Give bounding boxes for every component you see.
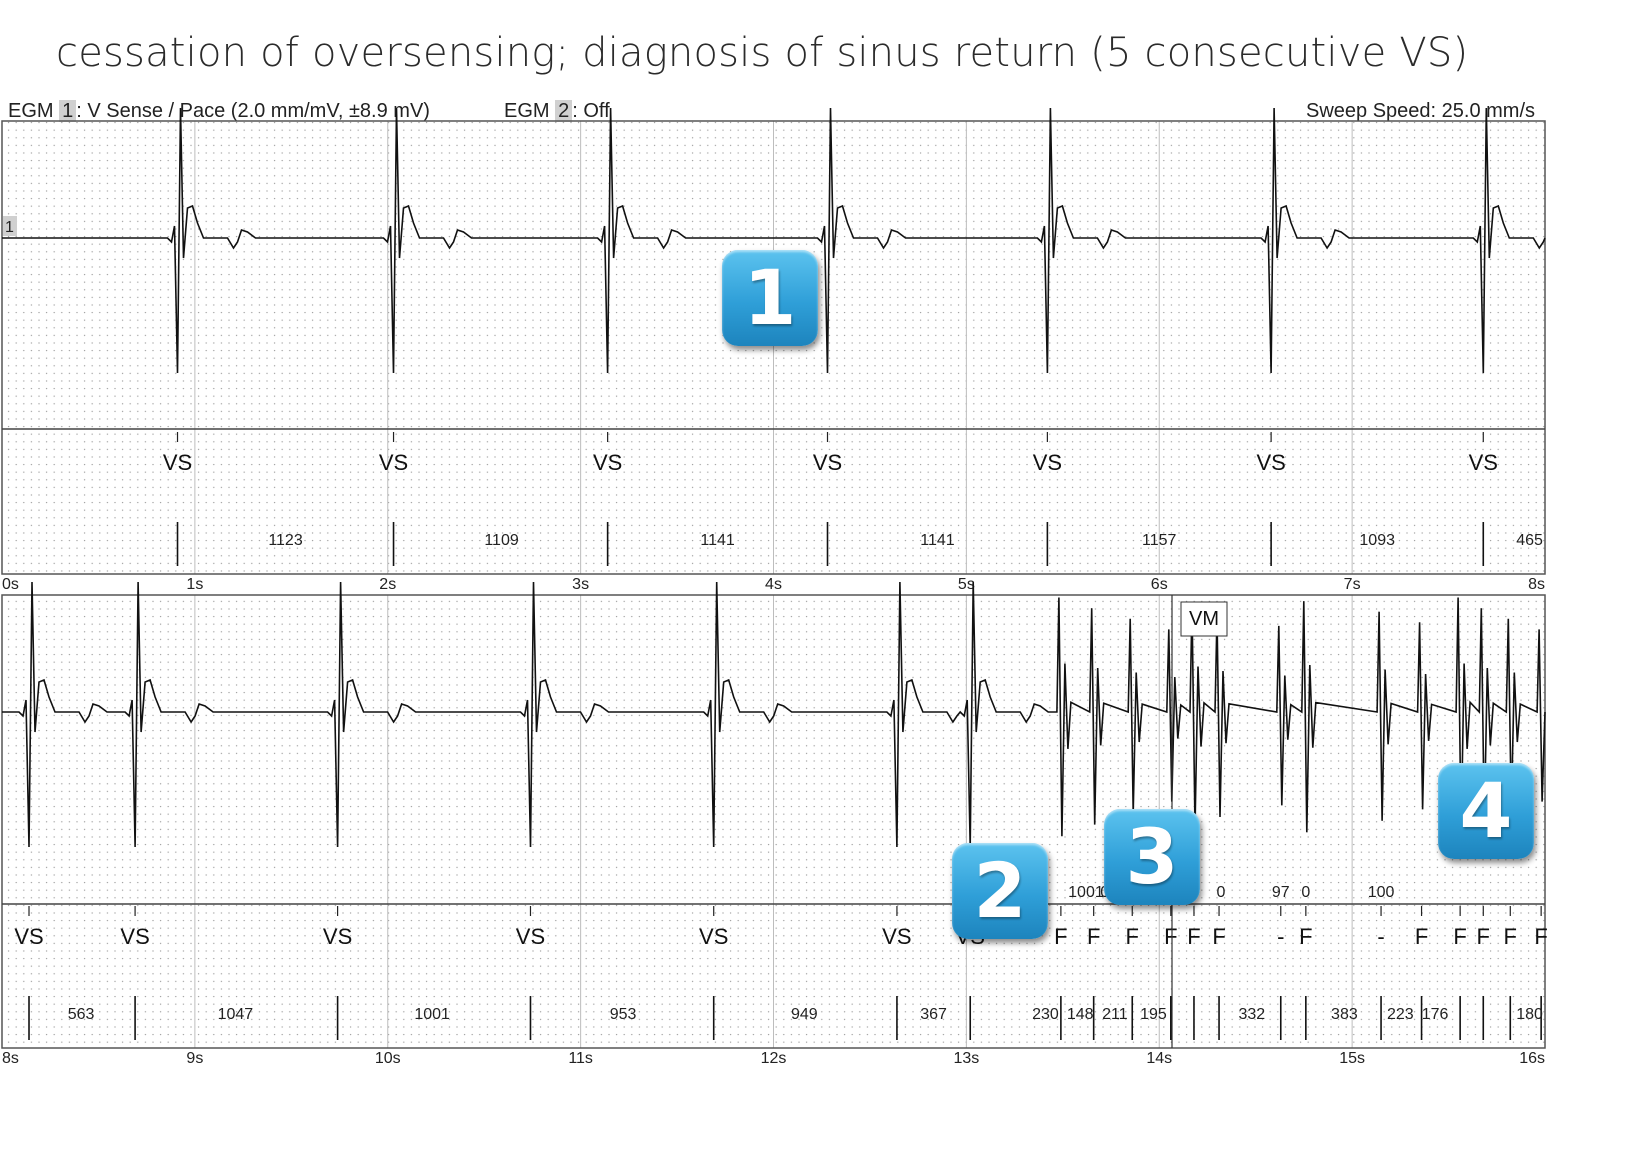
time-tick-label: 3s [572,576,589,593]
interval-value: 211 [1102,1006,1128,1023]
interval-value: 383 [1331,1006,1358,1023]
channel-label: 1 [5,219,14,236]
time-tick-label: 16s [1519,1050,1545,1067]
egm1-description: : V Sense / Pace (2.0 mm/mV, ±8.9 mV) [76,100,430,122]
annotation-label: VM [1189,608,1219,630]
upper-value-label: 100 [1368,884,1395,901]
channel-label-box [3,216,17,236]
event-marker-label: VS [516,924,545,949]
time-tick-label: 15s [1339,1050,1365,1067]
event-marker-label: VS [593,450,622,475]
interval-value: 1157 [1142,532,1177,549]
interval-value: 949 [791,1006,818,1023]
time-tick-label: 10s [375,1050,401,1067]
callout-marker-2: 2 [952,843,1048,939]
event-marker-label: VS [14,924,43,949]
time-tick-label: 11s [568,1050,593,1067]
event-marker-label: F [1477,924,1490,949]
event-marker-label: F [1054,924,1067,949]
egm-waveform-trace [2,107,1546,374]
event-marker-label: F [1299,924,1312,949]
time-tick-label: 9s [186,1050,203,1067]
egm1-prefix: EGM [8,100,54,122]
event-marker-label: VS [1033,450,1062,475]
event-marker-label: VS [813,450,842,475]
interval-value: 367 [920,1006,947,1023]
interval-value: 180 [1516,1006,1543,1023]
time-tick-label: 1s [186,576,203,593]
event-marker-label: F [1415,924,1428,949]
interval-value: 1001 [414,1006,450,1023]
time-tick-label: 2s [379,576,396,593]
interval-value: 1047 [218,1006,254,1023]
event-marker-label: F [1087,924,1100,949]
event-marker-label: F [1126,924,1139,949]
time-tick-label: 4s [765,576,782,593]
interval-value: 1141 [700,532,735,549]
strip-frame [1,120,1546,575]
interval-value: 223 [1387,1006,1414,1023]
event-marker-label: VS [163,450,192,475]
egm2-prefix: EGM [504,100,550,122]
time-tick-label: 5s [958,576,975,593]
event-marker-label: F [1187,924,1200,949]
event-marker-label: F [1212,924,1225,949]
event-marker-label: VS [699,924,728,949]
event-marker-label: F [1504,924,1517,949]
upper-value-label: 0 [1217,884,1226,901]
callout-marker-3: 3 [1104,809,1200,905]
interval-value: 176 [1422,1006,1449,1023]
event-marker-label: - [1277,924,1284,949]
interval-value: 953 [610,1006,637,1023]
time-tick-label: 7s [1344,576,1361,593]
event-marker-label: F [1164,924,1177,949]
annotation-box [1180,601,1228,637]
interval-value: 1109 [484,532,519,549]
event-marker-label: - [1377,924,1384,949]
time-tick-label: 6s [1151,576,1168,593]
event-marker-label: F [1534,924,1547,949]
time-tick-label: 8s [2,1050,19,1067]
egm2-header: EGM 2: Off [504,100,610,123]
interval-value: 148 [1067,1006,1094,1023]
egm1-header: EGM 1: V Sense / Pace (2.0 mm/mV, ±8.9 m… [8,100,430,123]
egm2-description: : Off [572,100,610,122]
interval-value: 563 [68,1006,95,1023]
interval-value: 332 [1238,1006,1265,1023]
callout-marker-1: 1 [722,250,818,346]
strip-frame [1,594,1546,1049]
egm-strip-bottom: 8s9s10s11s12s13s14s15s16sVSVSVSVSVSVSVSF… [1,581,1548,1067]
upper-value-label: 0 [1301,884,1310,901]
event-marker-label: VS [323,924,352,949]
event-marker-label: VS [379,450,408,475]
event-marker-label: F [1453,924,1466,949]
callout-marker-4: 4 [1438,763,1534,859]
time-tick-label: 12s [761,1050,787,1067]
interval-value: 1123 [268,532,303,549]
interval-value: 195 [1140,1006,1167,1023]
interval-value: 1141 [920,532,955,549]
sweep-speed-label: Sweep Speed: 25.0 mm/s [1306,100,1536,122]
event-marker-label: VS [120,924,149,949]
interval-value: 465 [1516,532,1543,549]
time-tick-label: 14s [1146,1050,1172,1067]
upper-value-label: 1001 [1068,884,1104,901]
event-marker-label: VS [1469,450,1498,475]
egm2-number-badge: 2 [555,100,573,122]
upper-value-label: 97 [1272,884,1290,901]
egm1-number-badge: 1 [59,100,77,122]
interval-value: 1093 [1359,532,1395,549]
time-tick-label: 13s [953,1050,979,1067]
interval-value: 230 [1032,1006,1059,1023]
time-tick-label: 0s [2,576,19,593]
event-marker-label: VS [1256,450,1285,475]
time-tick-label: 8s [1528,576,1545,593]
egm-waveform-trace [2,581,1546,848]
chart-title: cessation of oversensing; diagnosis of s… [56,30,1469,76]
event-marker-label: VS [882,924,911,949]
